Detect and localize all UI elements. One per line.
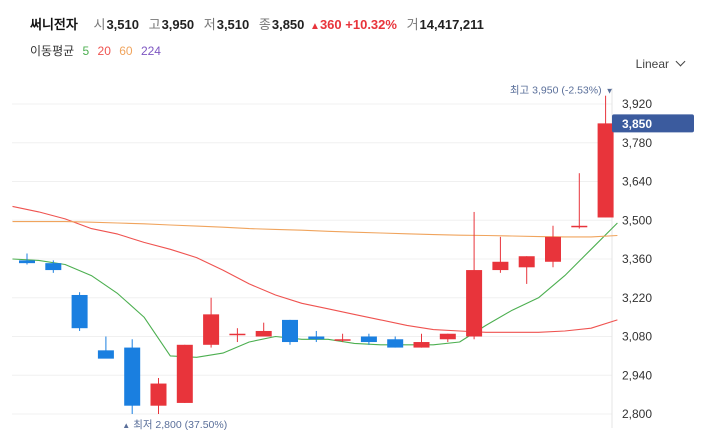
candle-body-20[interactable]: [545, 236, 561, 262]
candle-body-10[interactable]: [282, 319, 298, 343]
ma-20-line: [12, 205, 618, 333]
candle-body-0[interactable]: [19, 260, 35, 264]
candle-body-13[interactable]: [360, 336, 377, 343]
open-label: 시: [93, 17, 106, 32]
y-tick-label-2: 3,640: [622, 175, 652, 189]
y-tick-label-3: 3,500: [622, 213, 652, 227]
open-value: 3,510: [106, 17, 139, 32]
volume-label: 거: [406, 17, 419, 32]
up-triangle-icon: ▲: [310, 21, 320, 32]
scale-dropdown[interactable]: Linear: [635, 56, 686, 71]
y-tick-label-1: 3,780: [622, 136, 652, 150]
candle-body-4[interactable]: [124, 347, 141, 406]
current-price-tag: [612, 114, 694, 133]
ma-60-line: [12, 221, 618, 238]
y-tick-label-8: 2,800: [622, 407, 652, 421]
change-percent: +10.32%: [345, 17, 397, 32]
ma-60-label[interactable]: 60: [119, 44, 133, 58]
high-marker-icon: ▼: [606, 87, 614, 96]
moving-average-legend: 이동평균 5 20 60 224: [30, 42, 166, 59]
ma-224-label[interactable]: 224: [140, 44, 161, 58]
ma-5-label[interactable]: 5: [82, 44, 90, 58]
high-label: 고: [148, 17, 161, 32]
y-tick-label-6: 3,080: [622, 330, 652, 344]
candle-body-14[interactable]: [387, 339, 404, 348]
candle-body-19[interactable]: [518, 256, 535, 268]
candle-body-9[interactable]: [255, 330, 272, 337]
candle-body-6[interactable]: [176, 344, 193, 403]
low-annotation: 최저 2,800 (37.50%): [133, 419, 227, 431]
y-tick-label-5: 3,220: [622, 291, 652, 305]
candle-body-12[interactable]: [334, 339, 351, 341]
candle-body-7[interactable]: [203, 314, 220, 345]
candle-body-16[interactable]: [439, 333, 456, 340]
candle-body-5[interactable]: [150, 383, 167, 406]
candle-body-15[interactable]: [413, 342, 430, 348]
candle-body-2[interactable]: [71, 294, 88, 329]
scale-label: Linear: [635, 57, 669, 71]
ma-5-line: [12, 222, 618, 358]
candle-body-22[interactable]: [597, 123, 614, 218]
high-value: 3,950: [161, 17, 195, 32]
candle-body-21[interactable]: [571, 225, 588, 228]
candle-body-8[interactable]: [229, 333, 246, 336]
candle-body-17[interactable]: [466, 270, 483, 337]
y-tick-label-7: 2,940: [622, 368, 652, 382]
ma-20-label[interactable]: 20: [97, 44, 111, 58]
candle-body-18[interactable]: [492, 261, 509, 271]
stock-name: 써니전자: [30, 17, 78, 32]
low-label: 저: [203, 17, 216, 32]
low-value: 3,510: [216, 17, 250, 32]
candle-body-1[interactable]: [45, 263, 62, 271]
y-tick-label-0: 3,920: [622, 97, 652, 111]
volume-value: 14,417,211: [419, 17, 484, 32]
high-annotation: 최고 3,950 (-2.53%): [510, 85, 602, 97]
change-value: 360: [319, 17, 342, 32]
close-value: 3,850: [271, 17, 305, 32]
y-tick-label-4: 3,360: [622, 252, 652, 266]
current-price-label: 3,850: [622, 117, 652, 131]
low-marker-icon: ▲: [122, 421, 130, 430]
ma-legend-title: 이동평균: [30, 44, 75, 58]
candle-body-11[interactable]: [308, 336, 325, 340]
close-label: 종: [258, 17, 271, 32]
candle-body-3[interactable]: [97, 350, 114, 359]
quote-header: 써니전자 시3,510 고3,950 저3,510 종3,850 ▲360 +1…: [30, 14, 484, 33]
